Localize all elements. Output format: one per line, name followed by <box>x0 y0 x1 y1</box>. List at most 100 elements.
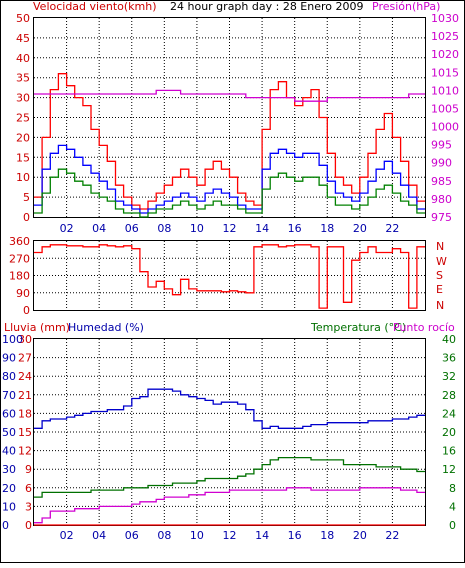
humidity-tick-label: 30 <box>2 463 16 476</box>
rain-tick-label: 0 <box>25 519 32 532</box>
humidity-tick-label: 10 <box>2 500 16 513</box>
compass-tick-label: N <box>436 240 444 253</box>
wind-speed-tick-label: 5 <box>23 191 30 204</box>
pressure-tick-label: 1005 <box>431 102 459 115</box>
humidity-tick-label: 40 <box>2 445 16 458</box>
pressure-tick-label: 980 <box>431 193 452 206</box>
hour-tick-label: 20 <box>353 529 367 542</box>
temperature-tick-label: 24 <box>442 407 456 420</box>
rain-humidity-temp-x-labels: 02 04 06 08 10 12 14 16 18 20 22 <box>60 529 400 542</box>
rain-tick-label: 6 <box>25 482 32 495</box>
temperature-tick-label: 32 <box>442 370 456 383</box>
pressure-tick-label: 990 <box>431 157 452 170</box>
humidity-tick-label: 100 <box>2 333 23 346</box>
hour-tick-label: 18 <box>320 529 334 542</box>
rain-tick-label: 12 <box>18 445 32 458</box>
hour-tick-label: 06 <box>125 529 139 542</box>
hour-tick-label: 02 <box>60 222 74 235</box>
wind-speed-tick-label: 15 <box>16 151 30 164</box>
pressure-tick-label: 1015 <box>431 66 459 79</box>
rain-tick-label: 21 <box>18 389 32 402</box>
temperature-tick-label: 40 <box>442 333 456 346</box>
humidity-tick-label: 50 <box>2 426 16 439</box>
temperature-line <box>34 456 425 498</box>
wind-average-line <box>34 144 425 214</box>
temperature-axis-label: Temperatura (°C) <box>310 321 406 334</box>
wind-direction-line <box>34 244 425 309</box>
dewpoint-line <box>34 487 425 524</box>
wind-speed-tick-label: 25 <box>16 112 30 125</box>
temperature-tick-label: 4 <box>449 500 456 513</box>
rain-tick-label: 18 <box>18 407 32 420</box>
hour-tick-label: 14 <box>255 222 269 235</box>
compass-tick-label: W <box>436 255 447 268</box>
direction-tick-label: 270 <box>9 252 30 265</box>
pressure-tick-label: 1010 <box>431 84 459 97</box>
wind-pressure-x-labels: 02 04 06 08 10 12 14 16 18 20 22 <box>60 222 400 235</box>
hour-tick-label: 04 <box>92 222 106 235</box>
rain-tick-label: 30 <box>18 333 32 346</box>
hour-tick-label: 04 <box>92 529 106 542</box>
compass-tick-label: N <box>436 299 444 312</box>
wind-speed-tick-label: 10 <box>16 171 30 184</box>
hour-tick-label: 18 <box>320 222 334 235</box>
hour-tick-label: 16 <box>288 222 302 235</box>
hour-tick-label: 08 <box>157 222 171 235</box>
rain-tick-label: 15 <box>18 426 32 439</box>
pressure-axis-label: Presión(hPa) <box>372 0 440 13</box>
rain-tick-label: 27 <box>18 352 32 365</box>
humidity-tick-label: 90 <box>2 352 16 365</box>
direction-tick-label: 180 <box>9 270 30 283</box>
pressure-tick-label: 995 <box>431 139 452 152</box>
humidity-line <box>34 388 425 429</box>
hour-tick-label: 10 <box>190 222 204 235</box>
wind-speed-tick-label: 40 <box>16 52 30 65</box>
hour-tick-label: 16 <box>288 529 302 542</box>
temperature-tick-label: 8 <box>449 482 456 495</box>
hour-tick-label: 14 <box>255 529 269 542</box>
wind-speed-tick-label: 0 <box>23 211 30 224</box>
wind-speed-tick-label: 50 <box>16 12 30 25</box>
hour-tick-label: 12 <box>223 529 237 542</box>
humidity-tick-label: 80 <box>2 370 16 383</box>
wind-speed-tick-label: 35 <box>16 72 30 85</box>
pressure-line <box>34 89 425 102</box>
temperature-tick-label: 12 <box>442 463 456 476</box>
wind-speed-axis-label: Velocidad viento(kmh) <box>33 0 157 13</box>
wind-speed-tick-label: 45 <box>16 32 30 45</box>
pressure-tick-label: 1025 <box>431 30 459 43</box>
pressure-tick-label: 1030 <box>431 12 459 25</box>
temperature-tick-label: 0 <box>449 519 456 532</box>
humidity-tick-label: 70 <box>2 389 16 402</box>
hour-tick-label: 08 <box>157 529 171 542</box>
hour-tick-label: 20 <box>353 222 367 235</box>
humidity-tick-label: 0 <box>2 519 9 532</box>
rain-tick-label: 9 <box>25 463 32 476</box>
pressure-tick-label: 1020 <box>431 48 459 61</box>
direction-tick-label: 90 <box>16 287 30 300</box>
rain-tick-label: 24 <box>18 370 32 383</box>
graph-title: 24 hour graph day : 28 Enero 2009 <box>170 0 364 13</box>
rain-axis-label: Lluvia (mm) <box>4 321 70 334</box>
direction-tick-label: 0 <box>23 304 30 317</box>
pressure-tick-label: 1000 <box>431 121 459 134</box>
hour-tick-label: 02 <box>60 529 74 542</box>
direction-tick-label: 360 <box>9 235 30 248</box>
hour-tick-label: 12 <box>223 222 237 235</box>
temperature-tick-label: 28 <box>442 389 456 402</box>
compass-tick-label: E <box>436 283 443 296</box>
pressure-tick-label: 975 <box>431 211 452 224</box>
wind-speed-tick-label: 30 <box>16 92 30 105</box>
humidity-tick-label: 60 <box>2 407 16 420</box>
temperature-tick-label: 16 <box>442 445 456 458</box>
rain-tick-label: 3 <box>25 500 32 513</box>
hour-tick-label: 10 <box>190 529 204 542</box>
hour-tick-label: 22 <box>385 529 399 542</box>
wind-speed-line <box>34 73 425 210</box>
wind-low-line <box>34 168 425 218</box>
humidity-tick-label: 20 <box>2 482 16 495</box>
